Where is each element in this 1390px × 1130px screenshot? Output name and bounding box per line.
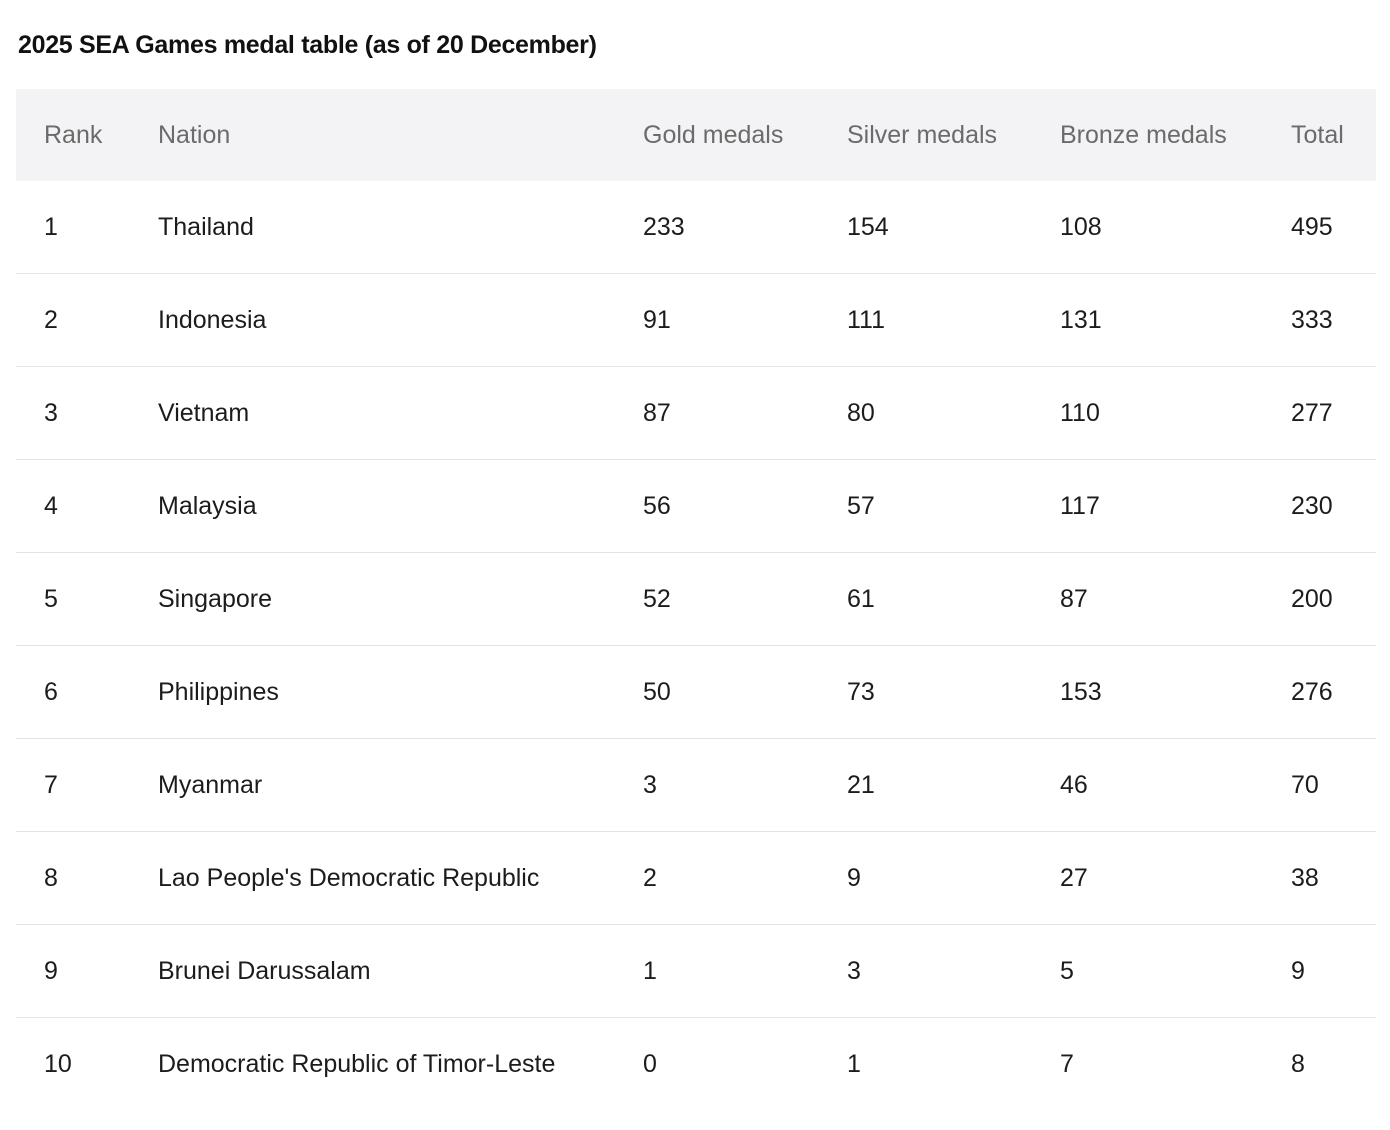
cell-nation: Indonesia [158,273,643,367]
cell-nation: Thailand [158,181,643,274]
cell-total: 70 [1291,738,1376,832]
table-row: 5 Singapore 52 61 87 200 [16,552,1376,646]
cell-bronze: 87 [1060,552,1291,646]
cell-bronze: 5 [1060,924,1291,1018]
cell-nation: Myanmar [158,738,643,832]
cell-gold: 87 [643,366,847,460]
table-row: 4 Malaysia 56 57 117 230 [16,459,1376,553]
cell-gold: 2 [643,831,847,925]
table-body: 1 Thailand 233 154 108 495 2 Indonesia 9… [16,181,1376,1110]
cell-total: 230 [1291,459,1376,553]
cell-rank: 2 [16,273,158,367]
cell-silver: 3 [847,924,1060,1018]
cell-silver: 80 [847,366,1060,460]
table-row: 3 Vietnam 87 80 110 277 [16,366,1376,460]
table-row: 9 Brunei Darussalam 1 3 5 9 [16,924,1376,1018]
cell-rank: 5 [16,552,158,646]
cell-total: 9 [1291,924,1376,1018]
cell-silver: 1 [847,1049,861,1078]
cell-gold: 91 [643,273,847,367]
cell-gold: 233 [643,181,847,274]
cell-silver: 154 [847,181,1060,274]
cell-gold: 52 [643,552,847,646]
table-row: 1 Thailand 233 154 108 495 [16,181,1376,274]
cell-total: 277 [1291,366,1376,460]
cell-nation: Philippines [158,645,643,739]
page-title: 2025 SEA Games medal table (as of 20 Dec… [18,31,597,59]
header-nation: Nation [158,120,231,149]
cell-bronze: 131 [1060,273,1291,367]
header-bronze: Bronze medals [1060,120,1227,149]
cell-total: 495 [1291,181,1376,274]
cell-rank: 7 [16,738,158,832]
medal-table: Rank Nation Gold medals Silver medals Br… [16,89,1376,1110]
cell-silver: 21 [847,738,1060,832]
cell-gold: 56 [643,459,847,553]
cell-gold: 3 [643,738,847,832]
cell-nation: Vietnam [158,366,643,460]
cell-gold: 1 [643,924,847,1018]
cell-total: 333 [1291,273,1376,367]
cell-silver: 73 [847,645,1060,739]
cell-rank: 1 [16,181,158,274]
cell-rank: 8 [16,831,158,925]
header-row: Rank Nation Gold medals Silver medals Br… [16,89,1376,181]
cell-nation: Lao People's Democratic Republic [158,831,643,925]
cell-rank: 3 [16,366,158,460]
table-row: 10 Democratic Republic of Timor-Leste 0 … [16,1018,1376,1111]
cell-bronze: 153 [1060,645,1291,739]
cell-bronze: 46 [1060,738,1291,832]
cell-bronze: 110 [1060,366,1291,460]
header-total: Total [1291,120,1344,149]
cell-nation: Democratic Republic of Timor-Leste [158,1049,556,1078]
table-row: 7 Myanmar 3 21 46 70 [16,738,1376,832]
cell-total: 8 [1291,1049,1305,1078]
cell-silver: 9 [847,831,1060,925]
table-row: 2 Indonesia 91 111 131 333 [16,273,1376,367]
cell-gold: 50 [643,645,847,739]
cell-total: 38 [1291,831,1376,925]
table-row: 8 Lao People's Democratic Republic 2 9 2… [16,831,1376,925]
cell-rank: 6 [16,645,158,739]
header-gold: Gold medals [643,120,784,149]
cell-nation: Malaysia [158,459,643,553]
table-header: Rank Nation Gold medals Silver medals Br… [16,89,1376,181]
header-silver: Silver medals [847,120,998,149]
cell-total: 276 [1291,645,1376,739]
cell-total: 200 [1291,552,1376,646]
cell-silver: 57 [847,459,1060,553]
cell-silver: 111 [847,273,1060,367]
cell-nation: Brunei Darussalam [158,924,643,1018]
cell-gold: 0 [643,1049,657,1078]
cell-rank: 9 [16,924,158,1018]
cell-bronze: 7 [1060,1049,1074,1078]
cell-rank: 10 [44,1049,72,1078]
cell-bronze: 108 [1060,181,1291,274]
table-row: 6 Philippines 50 73 153 276 [16,645,1376,739]
cell-bronze: 27 [1060,831,1291,925]
cell-rank: 4 [16,459,158,553]
cell-silver: 61 [847,552,1060,646]
header-rank: Rank [44,120,103,149]
cell-bronze: 117 [1060,459,1291,553]
cell-nation: Singapore [158,552,643,646]
